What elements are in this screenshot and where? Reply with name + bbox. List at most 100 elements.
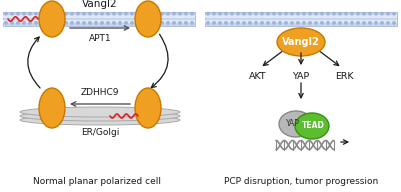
- Circle shape: [190, 12, 193, 15]
- Circle shape: [356, 22, 358, 24]
- Bar: [3, 12, 194, 26]
- Circle shape: [362, 12, 364, 15]
- Text: TEAD: TEAD: [301, 122, 324, 131]
- Text: Vangl2: Vangl2: [282, 37, 319, 47]
- Circle shape: [368, 12, 370, 15]
- Circle shape: [166, 22, 169, 24]
- Circle shape: [290, 22, 292, 24]
- Circle shape: [392, 12, 394, 15]
- Circle shape: [184, 12, 187, 15]
- Circle shape: [23, 22, 25, 24]
- Bar: [3, 15, 194, 18]
- Circle shape: [59, 12, 61, 15]
- Circle shape: [218, 12, 221, 15]
- Circle shape: [338, 22, 340, 24]
- Circle shape: [350, 22, 352, 24]
- Circle shape: [23, 12, 25, 15]
- Circle shape: [284, 12, 286, 15]
- Circle shape: [166, 12, 169, 15]
- Circle shape: [254, 12, 257, 15]
- Circle shape: [266, 12, 269, 15]
- Circle shape: [101, 22, 103, 24]
- Circle shape: [83, 22, 85, 24]
- Circle shape: [218, 22, 221, 24]
- Circle shape: [124, 22, 127, 24]
- Circle shape: [178, 22, 181, 24]
- Text: Vangl2: Vangl2: [82, 0, 117, 9]
- Ellipse shape: [20, 107, 180, 117]
- Circle shape: [35, 22, 37, 24]
- Circle shape: [212, 12, 215, 15]
- Circle shape: [332, 12, 334, 15]
- Circle shape: [35, 12, 37, 15]
- Circle shape: [308, 12, 310, 15]
- Circle shape: [254, 22, 257, 24]
- Circle shape: [71, 22, 73, 24]
- Text: Normal planar polarized cell: Normal planar polarized cell: [33, 177, 160, 186]
- Text: APT1: APT1: [89, 34, 111, 43]
- Circle shape: [314, 12, 316, 15]
- Circle shape: [224, 12, 227, 15]
- Circle shape: [368, 22, 370, 24]
- Circle shape: [320, 12, 322, 15]
- Text: ER/Golgi: ER/Golgi: [81, 128, 119, 137]
- Circle shape: [260, 22, 263, 24]
- Ellipse shape: [20, 115, 180, 125]
- Circle shape: [230, 22, 233, 24]
- Circle shape: [172, 12, 175, 15]
- Text: AKT: AKT: [249, 72, 266, 81]
- Circle shape: [130, 12, 133, 15]
- Bar: [205, 20, 396, 23]
- Text: ZDHHC9: ZDHHC9: [81, 88, 119, 97]
- Circle shape: [380, 22, 382, 24]
- Circle shape: [212, 22, 215, 24]
- Circle shape: [142, 22, 145, 24]
- Circle shape: [190, 22, 193, 24]
- Circle shape: [154, 12, 157, 15]
- Circle shape: [206, 22, 209, 24]
- Circle shape: [356, 12, 358, 15]
- Circle shape: [332, 22, 334, 24]
- Circle shape: [302, 12, 304, 15]
- Circle shape: [248, 12, 251, 15]
- Text: ERK: ERK: [334, 72, 352, 81]
- Circle shape: [344, 12, 346, 15]
- Circle shape: [77, 12, 79, 15]
- Circle shape: [160, 22, 163, 24]
- Circle shape: [29, 22, 31, 24]
- Circle shape: [11, 12, 13, 15]
- Text: YAP: YAP: [292, 72, 309, 81]
- Circle shape: [124, 12, 127, 15]
- Circle shape: [236, 12, 239, 15]
- Circle shape: [266, 22, 269, 24]
- Circle shape: [107, 12, 109, 15]
- Circle shape: [230, 12, 233, 15]
- Circle shape: [338, 12, 340, 15]
- Circle shape: [236, 22, 239, 24]
- Ellipse shape: [39, 1, 65, 37]
- Circle shape: [320, 22, 322, 24]
- Circle shape: [326, 12, 328, 15]
- Circle shape: [154, 22, 157, 24]
- Ellipse shape: [294, 113, 328, 139]
- Ellipse shape: [135, 1, 160, 37]
- Circle shape: [380, 12, 382, 15]
- Ellipse shape: [135, 88, 160, 128]
- Circle shape: [47, 12, 49, 15]
- Circle shape: [386, 22, 388, 24]
- Circle shape: [242, 12, 245, 15]
- Circle shape: [184, 22, 187, 24]
- Circle shape: [308, 22, 310, 24]
- Circle shape: [89, 22, 91, 24]
- Circle shape: [113, 12, 115, 15]
- Circle shape: [302, 22, 304, 24]
- Circle shape: [11, 22, 13, 24]
- Circle shape: [142, 12, 145, 15]
- Circle shape: [119, 22, 121, 24]
- Circle shape: [95, 12, 97, 15]
- Circle shape: [59, 22, 61, 24]
- Circle shape: [260, 12, 263, 15]
- Circle shape: [386, 12, 388, 15]
- Circle shape: [5, 12, 7, 15]
- Circle shape: [107, 22, 109, 24]
